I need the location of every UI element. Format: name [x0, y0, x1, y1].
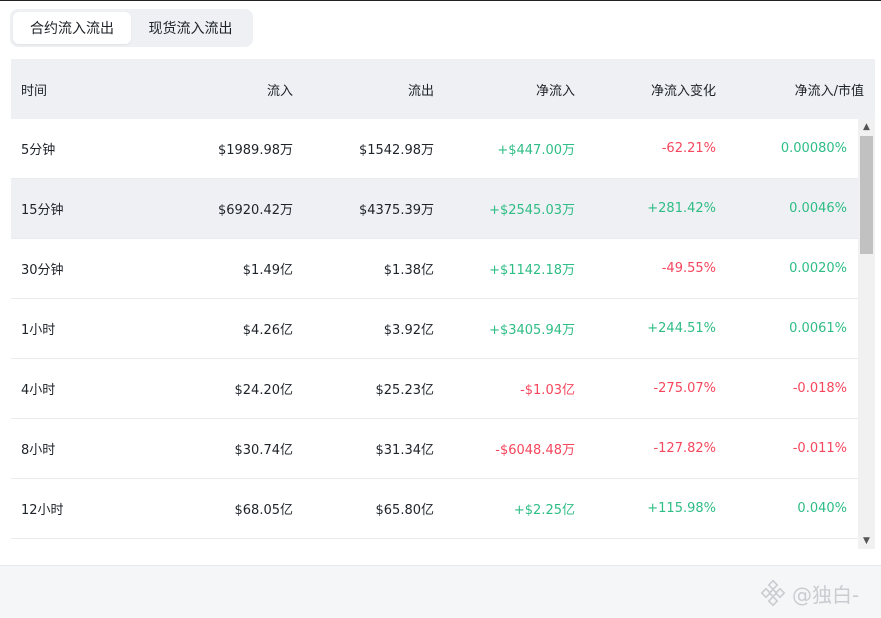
cell-outflow: $1.38亿 [383, 263, 434, 278]
cell-inflow: $68.05亿 [234, 503, 294, 518]
cell-net-change: +244.51% [647, 321, 716, 336]
binance-logo-icon [760, 579, 786, 607]
cell-time: 12小时 [21, 503, 64, 518]
tab-contract-flow[interactable]: 合约流入流出 [13, 12, 131, 44]
top-border [0, 0, 881, 1]
table-row[interactable]: 12小时 $68.05亿 $65.80亿 +$2.25亿 +115.98% 0.040% [11, 479, 858, 539]
cell-outflow: $4375.39万 [358, 203, 434, 218]
cell-net-change: -275.07% [653, 381, 716, 396]
column-header-time[interactable]: 时间 [21, 83, 48, 99]
cell-time: 8小时 [21, 443, 56, 458]
cell-outflow: $31.34亿 [375, 443, 435, 458]
cell-net-change: -62.21% [661, 141, 716, 156]
watermark: @独白- [758, 578, 859, 608]
cell-time: 4小时 [21, 383, 56, 398]
cell-net-inflow: +$2545.03万 [489, 203, 575, 218]
cell-outflow: $65.80亿 [375, 503, 435, 518]
cell-net-inflow: +$2.25亿 [513, 503, 575, 518]
tab-spot-flow[interactable]: 现货流入流出 [148, 21, 233, 37]
flow-type-tabs: 合约流入流出 现货流入流出 [10, 9, 253, 47]
cell-outflow: $25.23亿 [375, 383, 435, 398]
cell-net-change: +281.42% [647, 201, 716, 216]
column-header-net-inflow[interactable]: 净流入 [535, 83, 575, 99]
scroll-up-arrow-icon[interactable]: ▲ [863, 122, 870, 132]
table-row[interactable]: 30分钟 $1.49亿 $1.38亿 +$1142.18万 -49.55% 0.0020% [11, 239, 858, 299]
cell-outflow: $3.92亿 [383, 323, 434, 338]
cell-time: 30分钟 [21, 263, 64, 278]
cell-inflow: $6920.42万 [217, 203, 293, 218]
table-header: 时间 流入 流出 净流入 净流入变化 净流入/市值 [11, 59, 875, 119]
cell-net-market-cap: 0.040% [797, 501, 847, 516]
cell-net-change: -127.82% [653, 441, 716, 456]
scroll-down-arrow-icon[interactable]: ▼ [863, 536, 870, 546]
cell-net-inflow: +$3405.94万 [489, 323, 575, 338]
watermark-text: @独白- [792, 582, 860, 607]
cell-inflow: $30.74亿 [234, 443, 294, 458]
cell-outflow: $1542.98万 [358, 143, 434, 158]
cell-net-market-cap: 0.00080% [780, 141, 847, 156]
cell-time: 1小时 [21, 323, 56, 338]
table-row[interactable]: 4小时 $24.20亿 $25.23亿 -$1.03亿 -275.07% -0.018% [11, 359, 858, 419]
footer-bar [0, 565, 881, 618]
cell-inflow: $1989.98万 [217, 143, 293, 158]
cell-net-market-cap: 0.0020% [789, 261, 847, 276]
cell-net-market-cap: 0.0046% [789, 201, 847, 216]
cell-net-market-cap: -0.011% [792, 441, 847, 456]
cell-inflow: $1.49亿 [242, 263, 293, 278]
cell-net-inflow: -$1.03亿 [520, 383, 575, 398]
cell-inflow: $4.26亿 [242, 323, 293, 338]
cell-net-market-cap: 0.0061% [789, 321, 847, 336]
cell-time: 5分钟 [21, 143, 56, 158]
table-row[interactable]: 1小时 $4.26亿 $3.92亿 +$3405.94万 +244.51% 0.0061% [11, 299, 858, 359]
cell-inflow: $24.20亿 [234, 383, 294, 398]
scrollbar-thumb[interactable] [860, 136, 873, 254]
table-row[interactable]: 8小时 $30.74亿 $31.34亿 -$6048.48万 -127.82% -0.01… [11, 419, 858, 479]
table-body: 5分钟 $1989.98万 $1542.98万 +$447.00万 -62.21% 0.0… [11, 119, 858, 606]
table-row[interactable]: 5分钟 $1989.98万 $1542.98万 +$447.00万 -62.21% 0.0… [11, 119, 858, 179]
cell-net-inflow: -$6048.48万 [495, 443, 575, 458]
cell-net-change: -49.55% [661, 261, 716, 276]
cell-net-market-cap: -0.018% [792, 381, 847, 396]
vertical-scrollbar[interactable]: ▲ ▼ [858, 119, 875, 549]
column-header-net-change[interactable]: 净流入变化 [650, 83, 716, 99]
cell-net-inflow: +$1142.18万 [489, 263, 575, 278]
cell-net-change: +115.98% [647, 501, 716, 516]
table-row[interactable]: 15分钟 $6920.42万 $4375.39万 +$2545.03万 +281.42%… [11, 179, 858, 239]
cell-time: 15分钟 [21, 203, 64, 218]
cell-net-inflow: +$447.00万 [497, 143, 575, 158]
column-header-outflow[interactable]: 流出 [407, 83, 434, 99]
flow-table: 时间 流入 流出 净流入 净流入变化 净流入/市值 5分钟 $1989.98万 $1… [11, 59, 875, 539]
column-header-net-market-cap[interactable]: 净流入/市值 [794, 83, 864, 99]
column-header-inflow[interactable]: 流入 [266, 83, 293, 99]
